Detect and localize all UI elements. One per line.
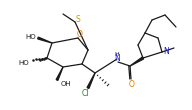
- Text: HO: HO: [18, 60, 29, 66]
- Text: HO: HO: [26, 34, 36, 40]
- Text: OH: OH: [61, 81, 72, 87]
- Text: N: N: [163, 47, 169, 56]
- Polygon shape: [38, 37, 52, 43]
- Polygon shape: [56, 67, 63, 80]
- Text: O: O: [77, 29, 83, 38]
- Text: N: N: [114, 53, 120, 62]
- Polygon shape: [130, 57, 144, 66]
- Text: O: O: [129, 80, 135, 89]
- Text: H: H: [115, 51, 119, 57]
- Text: S: S: [76, 15, 80, 24]
- Text: Cl: Cl: [81, 89, 89, 97]
- Polygon shape: [87, 73, 95, 88]
